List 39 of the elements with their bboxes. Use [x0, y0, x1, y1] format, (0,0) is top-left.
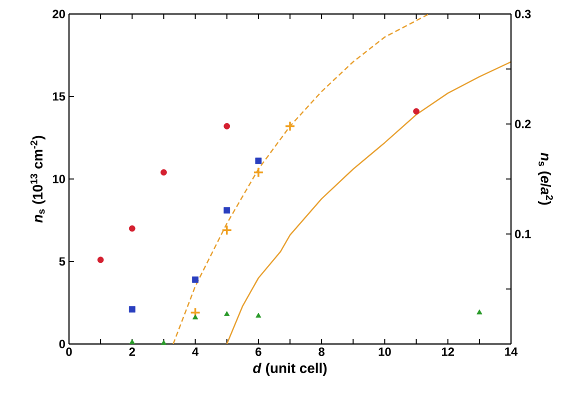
- point: [224, 207, 230, 214]
- x-tick-label: 6: [256, 348, 262, 356]
- line-series: [226, 61, 512, 344]
- point: [413, 108, 420, 115]
- y-tick-label: 10: [52, 174, 65, 184]
- point: [160, 340, 167, 345]
- point: [255, 158, 262, 164]
- point: [284, 120, 296, 132]
- point: [192, 276, 198, 283]
- point: [224, 123, 230, 130]
- x-tick-label: 12: [442, 348, 454, 356]
- x-tick-label: 14: [505, 348, 518, 356]
- y-tick-label: 0: [59, 340, 65, 348]
- point: [253, 167, 264, 178]
- point: [224, 311, 230, 316]
- point: [192, 314, 198, 320]
- point: [128, 306, 136, 313]
- point: [221, 224, 232, 236]
- y-axis-title: n$_{s}$ (10$^{13}$ cm$^{-2}$): [30, 136, 46, 223]
- x-tick-label: 2: [129, 348, 135, 356]
- point: [256, 312, 262, 318]
- point: [128, 225, 136, 232]
- point: [129, 339, 135, 344]
- y2-tick-label: 0.1: [515, 230, 531, 238]
- x-tick-label: 0: [66, 348, 72, 356]
- x-tick-label: 10: [378, 348, 391, 356]
- x-tick-label: 8: [318, 348, 325, 356]
- point: [97, 256, 104, 264]
- y2-axis-title: n$_{s}$ (e/a$^{2}$): [538, 152, 553, 205]
- y2-tick-label: 0.2: [515, 120, 531, 128]
- y2-tick-label: 0.3: [515, 10, 531, 18]
- x-axis-title: d (unit cell): [253, 362, 327, 376]
- x-tick-label: 4: [192, 348, 199, 356]
- y-tick-label: 20: [52, 10, 65, 18]
- y-tick-label: 15: [52, 92, 66, 101]
- point: [476, 309, 482, 314]
- line-series: [172, 14, 430, 344]
- point: [160, 169, 167, 176]
- y-tick-label: 5: [59, 257, 66, 266]
